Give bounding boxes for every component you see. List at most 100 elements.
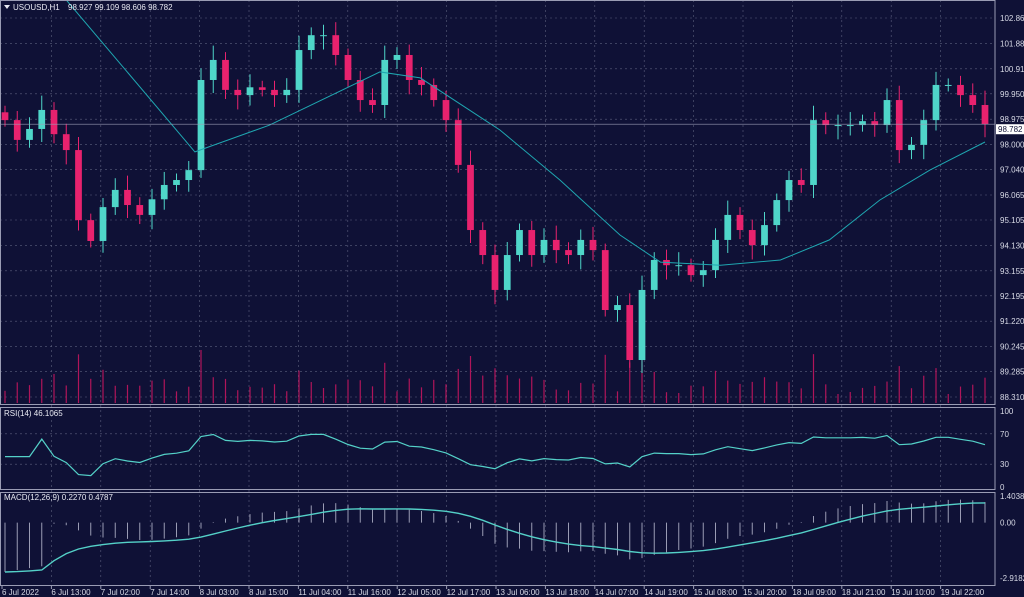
macd-tick-label: -2.9182 (1000, 574, 1024, 583)
bull-candle (846, 125, 854, 127)
bear-candle (124, 189, 131, 206)
bear-candle (871, 121, 879, 126)
bull-candle (540, 239, 548, 256)
bull-candle (761, 225, 768, 246)
bull-candle (503, 255, 511, 290)
bull-candle (197, 79, 205, 171)
time-tick-label: 19 Jul 10:00 (891, 588, 935, 597)
bull-candle (111, 189, 119, 208)
bull-candle (932, 84, 940, 121)
price-tick-label: 99.950 (1000, 90, 1024, 99)
bull-candle (712, 239, 719, 271)
panel-frames (0, 0, 996, 586)
price-tick-label: 94.130 (1000, 241, 1024, 250)
time-tick-label: 7 Jul 14:00 (150, 588, 190, 597)
price-tick-label: 98.000 (1000, 141, 1024, 150)
bull-candle (785, 180, 793, 201)
bull-candle (26, 128, 33, 140)
bear-candle (467, 164, 474, 231)
bull-candle (38, 109, 46, 129)
volume-bars (4, 350, 986, 403)
bear-candle (258, 87, 266, 90)
bear-candle (552, 239, 560, 251)
bull-candle (99, 207, 107, 241)
bull-candle (675, 265, 683, 267)
rsi-label: RSI(14) 46.1065 (4, 409, 63, 418)
time-tick-label: 12 Jul 17:00 (447, 588, 491, 597)
panel-frame (0, 492, 996, 586)
bull-candle (577, 239, 585, 256)
bull-candle (724, 214, 732, 240)
bear-candle (565, 250, 572, 256)
macd-label: MACD(12,26,9) 0.2270 0.4787 (4, 493, 114, 502)
price-tick-label: 91.220 (1000, 317, 1024, 326)
bull-candle (883, 100, 891, 126)
rsi-tick-label: 100 (1000, 407, 1014, 416)
rsi-line (5, 433, 986, 477)
price-tick-label: 89.285 (1000, 368, 1024, 377)
bear-candle (344, 54, 352, 80)
ohlc-label: 98.927 99.109 98.606 98.782 (68, 3, 173, 12)
time-tick-label: 13 Jul 18:00 (545, 588, 589, 597)
bull-candle (185, 170, 193, 181)
dropdown-triangle-icon[interactable] (4, 5, 10, 9)
time-tick-label: 18 Jul 21:00 (842, 588, 886, 597)
bull-candle (246, 87, 254, 96)
bear-candle (454, 120, 462, 165)
time-tick-label: 14 Jul 07:00 (595, 588, 639, 597)
bear-candle (87, 220, 95, 241)
bull-candle (320, 35, 327, 37)
price-tick-label: 88.310 (1000, 393, 1024, 402)
bear-candle (430, 84, 438, 101)
bear-candle (589, 239, 597, 251)
bear-candle (479, 230, 487, 256)
bear-candle (442, 100, 450, 121)
bull-candle (381, 59, 389, 106)
bull-candle (209, 59, 217, 80)
bear-candle (62, 134, 70, 151)
bear-candle (234, 89, 242, 96)
bull-candle (393, 54, 401, 60)
bull-candle (148, 199, 156, 215)
bull-candle (699, 270, 707, 276)
bull-candle (773, 200, 781, 226)
time-tick-label: 7 Jul 02:00 (101, 588, 141, 597)
time-tick-label: 13 Jul 06:00 (496, 588, 540, 597)
time-tick-label: 11 Jul 16:00 (348, 588, 392, 597)
price-tick-label: 100.910 (1000, 65, 1024, 74)
price-tick-label: 90.245 (1000, 343, 1024, 352)
bull-candle (283, 89, 291, 96)
bear-candle (418, 79, 425, 85)
rsi-panel (0, 433, 995, 477)
macd-tick-label: 0.00 (1000, 519, 1016, 528)
price-tick-label: 101.885 (1000, 39, 1024, 48)
bull-candle (160, 184, 168, 200)
bull-candle (650, 259, 658, 290)
rsi-tick-label: 70 (1000, 430, 1009, 439)
bear-candle (895, 100, 903, 151)
bear-candle (736, 214, 744, 231)
bear-candle (75, 150, 82, 221)
time-tick-label: 11 Jul 04:00 (298, 588, 342, 597)
bear-candle (491, 255, 499, 290)
price-tick-label: 102.860 (1000, 14, 1024, 23)
time-tick-label: 14 Jul 19:00 (644, 588, 688, 597)
time-tick-label: 6 Jul 2022 (2, 588, 39, 597)
panel-frame (0, 0, 996, 405)
bull-candle (920, 120, 928, 145)
bear-candle (136, 205, 144, 215)
bull-candle (614, 305, 621, 310)
bear-candle (528, 230, 536, 256)
moving-average-line (65, 0, 986, 266)
bull-candle (908, 144, 915, 151)
bear-candle (271, 89, 278, 96)
bear-candle (1, 112, 9, 121)
last-price-label: 98.782 (998, 125, 1023, 134)
price-tick-label: 97.040 (1000, 166, 1024, 175)
bear-candle (626, 305, 634, 361)
time-tick-label: 6 Jul 13:00 (51, 588, 91, 597)
chart-header: USOUSD,H1 98.927 99.109 98.606 98.782 (4, 3, 173, 12)
axes: 102.860 101.885 100.910 99.950 98.975 98.000 9… (0, 14, 1024, 597)
bull-candle (834, 125, 842, 127)
